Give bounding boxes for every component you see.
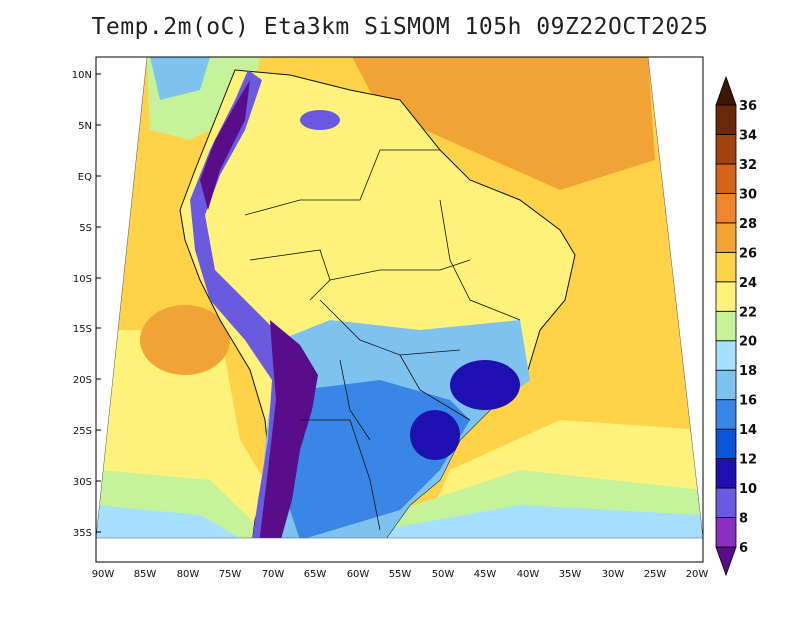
lon-label: 80W	[177, 569, 200, 580]
lon-label: 40W	[517, 569, 540, 580]
colorbar-label: 28	[739, 217, 757, 232]
lon-label: 20W	[686, 569, 709, 580]
longitude-axis: 90W 85W 80W 75W 70W 65W 60W 55W 50W 45W …	[92, 569, 709, 580]
country-borders	[244, 149, 521, 531]
colorbar-segment	[715, 163, 737, 194]
lon-label: 85W	[134, 569, 157, 580]
central-america-cool	[150, 57, 210, 100]
colorbar-label: 36	[739, 99, 757, 114]
lon-label: 70W	[262, 569, 285, 580]
lon-label: 90W	[92, 569, 115, 580]
colorbar-label: 16	[739, 394, 757, 409]
colorbar-segment	[715, 487, 737, 518]
lat-label: 25S	[73, 426, 92, 437]
colorbar: 6 8 10 12 14 16 18 20 22 24 26 28 30 32 34 36	[715, 75, 757, 577]
latitude-axis: 10N 5N EQ 5S 10S 15S 20S 25S 30S 35S	[72, 70, 101, 539]
lat-label: 30S	[73, 477, 92, 488]
lon-label: 50W	[432, 569, 455, 580]
colorbar-label: 34	[739, 128, 757, 143]
lon-label: 55W	[389, 569, 412, 580]
colorbar-segment	[715, 222, 737, 253]
lon-label: 25W	[644, 569, 667, 580]
lat-label: 15S	[73, 324, 92, 335]
map-frame	[95, 56, 704, 563]
colorbar-segment	[715, 281, 737, 312]
colorbar-label: 6	[739, 541, 748, 556]
colorbar-label: 32	[739, 158, 757, 173]
colorbar-min-arrow	[715, 546, 737, 577]
lat-label: 35S	[73, 528, 92, 539]
colorbar-label: 14	[739, 423, 757, 438]
map-domain	[96, 57, 703, 538]
map-title: Temp.2m(oC) Eta3km SiSMOM 105h 09Z22OCT2…	[91, 14, 709, 40]
andes-cold-north	[200, 80, 250, 210]
land-cold-south-brazil	[410, 410, 460, 460]
colorbar-segment	[715, 428, 737, 459]
colorbar-segment	[715, 369, 737, 401]
lat-label: 10N	[72, 70, 92, 81]
colorbar-segment	[715, 251, 737, 283]
lat-label: EQ	[78, 172, 92, 183]
lat-label: 5S	[79, 223, 92, 234]
colorbar-label: 24	[739, 276, 757, 291]
colorbar-label: 30	[739, 187, 757, 202]
ocean-hot-pacific	[140, 305, 230, 375]
lat-label: 10S	[73, 274, 92, 285]
colorbar-segment	[715, 310, 737, 342]
colorbar-label: 12	[739, 453, 757, 468]
andes-cold	[258, 320, 318, 538]
colorbar-label: 18	[739, 364, 757, 379]
colorbar-label: 10	[739, 482, 757, 497]
ocean-hot-north	[352, 57, 655, 190]
lon-label: 30W	[602, 569, 625, 580]
ocean-cold-se	[380, 505, 703, 538]
colorbar-label: 26	[739, 246, 757, 261]
lon-label: 75W	[219, 569, 242, 580]
lon-label: 60W	[347, 569, 370, 580]
colorbar-max-arrow	[715, 75, 737, 106]
colorbar-segment	[715, 104, 737, 135]
colorbar-segment	[715, 517, 737, 548]
colorbar-segment	[715, 458, 737, 489]
colorbar-label: 20	[739, 335, 757, 350]
land-cold-southeast	[450, 360, 520, 410]
lat-label: 20S	[73, 375, 92, 386]
colorbar-segment	[715, 192, 737, 224]
ocean-cold-sw	[96, 505, 240, 538]
ocean-warm-atlantic	[560, 280, 680, 380]
colorbar-label: 22	[739, 305, 757, 320]
colorbar-segment	[715, 134, 737, 165]
guiana-highlands	[300, 110, 340, 130]
colorbar-segment	[715, 340, 737, 371]
lat-label: 5N	[78, 121, 92, 132]
colorbar-label: 8	[739, 512, 748, 527]
lon-label: 65W	[304, 569, 327, 580]
colorbar-segment	[715, 399, 737, 430]
lon-label: 35W	[559, 569, 582, 580]
lon-label: 45W	[474, 569, 497, 580]
